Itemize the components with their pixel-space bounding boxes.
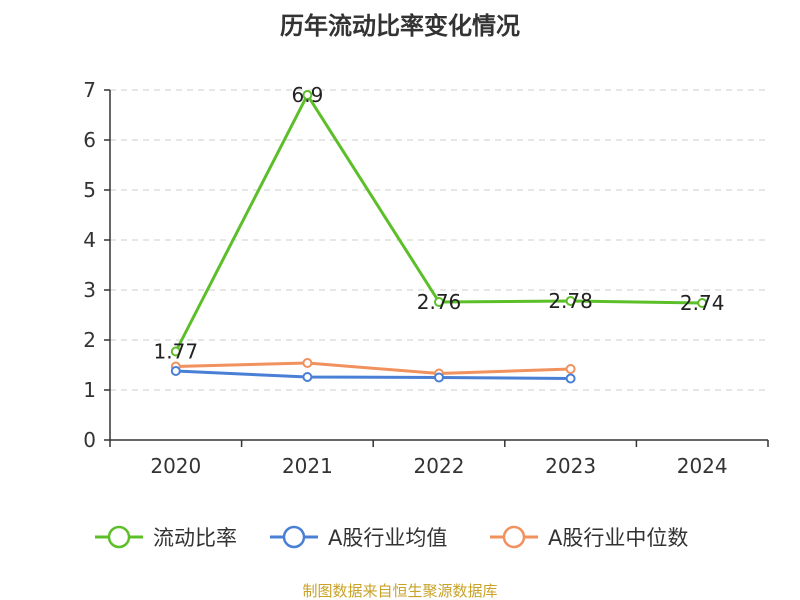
x-tick-label-2023: 2023: [545, 454, 596, 478]
y-axis-ticks: 0 1 2 3 4 5 6 7: [83, 78, 110, 452]
series-line-2: [175, 361, 571, 375]
data-label-2023: 2.78: [548, 289, 593, 313]
legend-marker-icon-2: [502, 525, 526, 549]
chart-title: 历年流动比率变化情况: [280, 12, 520, 40]
data-point-s2-2023: [565, 364, 576, 374]
x-tick-label-2024: 2024: [677, 454, 728, 478]
legend-marker-icon-0: [107, 525, 131, 549]
y-tick-label-5: 5: [83, 178, 96, 202]
data-point-s0-2022: [434, 297, 444, 307]
legend[interactable]: 流动比率 A股行业均值 A股行业中位数: [95, 525, 688, 550]
y-tick-label-0: 0: [83, 428, 96, 452]
y-tick-label-6: 6: [83, 128, 96, 152]
data-labels: 1.77 6.9 2.76 2.78 2.74: [154, 83, 725, 364]
y-tick-label-7: 7: [83, 78, 96, 102]
legend-label-1: A股行业均值: [328, 526, 447, 550]
data-label-2022: 2.76: [417, 290, 462, 314]
x-tick-label-2021: 2021: [282, 454, 333, 478]
data-point-s1-2022: [434, 372, 444, 383]
x-axis-ticks: 2020 2021 2022 2023 2024: [109, 440, 769, 478]
data-label-2024: 2.74: [680, 291, 725, 315]
series-line-1: [175, 369, 571, 380]
legend-label-0: 流动比率: [153, 526, 237, 550]
y-tick-label-3: 3: [83, 278, 96, 302]
data-label-2021: 6.9: [291, 83, 323, 107]
y-tick-label-1: 1: [83, 378, 96, 402]
data-point-s1-2021: [302, 372, 313, 382]
legend-marker-icon-1: [282, 525, 306, 549]
data-point-s0-2021: [302, 90, 313, 100]
data-point-s1-2020: [170, 366, 181, 376]
series-group: [170, 90, 708, 384]
y-tick-label-2: 2: [83, 328, 96, 352]
data-label-2020: 1.77: [154, 340, 199, 364]
data-point-s2-2021: [302, 358, 313, 368]
y-tick-label-4: 4: [83, 228, 96, 252]
x-tick-label-2022: 2022: [414, 454, 465, 478]
grid-lines: [110, 89, 768, 391]
x-tick-label-2020: 2020: [150, 454, 201, 478]
data-point-s0-2020: [170, 346, 181, 357]
axes: [109, 90, 768, 441]
legend-label-2: A股行业中位数: [548, 526, 688, 550]
data-point-s1-2023: [565, 373, 576, 384]
source-note: 制图数据来自恒生聚源数据库: [302, 582, 497, 600]
data-point-s0-2023: [565, 296, 576, 306]
data-point-s0-2024: [697, 298, 708, 308]
